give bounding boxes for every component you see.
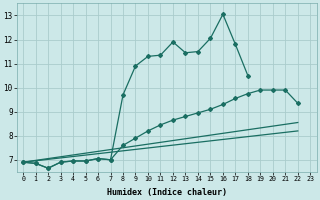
X-axis label: Humidex (Indice chaleur): Humidex (Indice chaleur) (107, 188, 227, 197)
